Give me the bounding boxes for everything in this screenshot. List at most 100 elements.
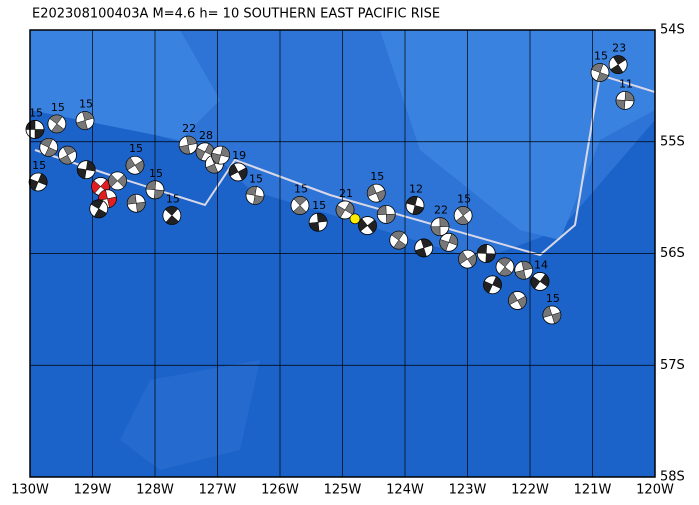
ball-quadrant [228,163,248,181]
depth-label: 12 [409,182,423,195]
ball-quadrant [439,233,459,252]
main-event [349,213,361,225]
depth-label: 15 [457,193,471,206]
ball-quadrant [458,251,477,267]
depth-label: 15 [312,199,326,212]
map-frame [29,29,656,478]
x-tick-label: 124W [386,483,424,498]
focal-mechanism [508,291,527,310]
ball-quadrant [508,292,527,309]
focal-mechanism [89,199,109,219]
ball-quadrant [514,261,533,280]
focal-mechanism [211,145,231,165]
focal-mechanism [75,111,95,130]
focal-mechanism [405,196,425,215]
focal-mechanism [389,230,409,250]
focal-mechanism [376,204,396,224]
focal-mechanism [58,145,77,165]
ball-quadrant [59,145,76,165]
focal-mechanism [458,249,477,269]
depth-label: 15 [79,98,93,111]
ball-quadrant [455,206,471,225]
depth-label: 22 [434,204,448,217]
x-tick-label: 128W [136,483,174,498]
focal-mechanism [145,180,165,200]
depth-label: 15 [249,172,263,185]
focal-mechanism [308,212,328,232]
x-tick-label: 120W [636,483,674,498]
ball-quadrant [377,205,396,224]
focal-mechanism [76,160,96,180]
focal-mechanism [530,272,550,291]
focal-mechanism [290,196,310,215]
depth-label: 23 [612,42,626,55]
ball-quadrant [405,196,425,215]
ball-quadrant [179,135,198,155]
focal-mechanism [542,305,562,325]
focal-mechanism [430,217,450,237]
focal-mechanism [162,206,182,225]
ball-quadrant [125,157,145,174]
focal-mechanism [495,257,515,277]
ball-quadrant [308,213,328,232]
depth-label: 15 [546,292,560,305]
ball-quadrant [610,55,627,74]
ball-quadrant [358,218,377,233]
x-tick-label: 127W [199,483,237,498]
ball-quadrant [108,174,127,188]
focal-mechanism [28,172,48,192]
ball-quadrant [530,273,550,290]
focal-mechanism [439,232,459,252]
focal-mechanism [483,275,502,295]
depth-label: 15 [294,182,308,195]
focal-mechanism [590,63,610,82]
focal-mechanism [608,55,628,75]
ball-quadrant [293,196,307,215]
focal-mechanism [366,183,386,203]
title: E202308100403A M=4.6 h= 10 SOUTHERN EAST… [32,7,440,22]
x-tick-label: 130W [11,483,49,498]
depth-label: 11 [619,77,633,90]
x-tick-label: 129W [74,483,112,498]
x-tick-label: 121W [574,483,612,498]
depth-label: 14 [534,258,548,271]
ball-quadrant [164,206,179,225]
events: 15 15 151515151522281915151521151215221415… [25,42,635,325]
focal-mechanism [476,244,496,263]
ball-quadrant [391,230,407,250]
ball-quadrant [145,180,165,200]
x-tick-label: 123W [449,483,487,498]
depth-label: 22 [182,122,196,135]
ball-quadrant [542,306,562,324]
focal-mechanism [453,206,473,225]
ball-quadrant [367,184,386,202]
depth-label: 15 [51,101,65,114]
ball-quadrant [127,194,146,213]
ball-quadrant [40,138,58,157]
ball-quadrant [77,160,96,179]
depth-label: 21 [339,187,353,200]
focal-mechanism [47,114,67,134]
focal-mechanism [178,135,198,155]
x-tick-label: 122W [511,483,549,498]
y-tick-label: 54S [660,23,685,38]
ball-quadrant [477,244,496,263]
ball-quadrant [49,114,65,134]
ball-quadrant [211,146,230,165]
ball-quadrant [615,91,635,110]
focal-mechanism [228,162,248,182]
focal-mechanism [25,120,45,139]
ball-quadrant [75,111,95,130]
depth-label: 15 [129,142,143,155]
focal-mechanism [126,193,146,213]
x-tick-label: 125W [324,483,362,498]
focal-mechanism [245,185,265,205]
ball-quadrant [414,238,433,258]
ball-quadrant [591,63,609,82]
focal-mechanism [39,137,59,157]
y-tick-label: 55S [660,134,685,149]
depth-label: 19 [232,149,246,162]
depth-label: 15 [594,49,608,62]
depth-label: 15 [29,106,43,119]
